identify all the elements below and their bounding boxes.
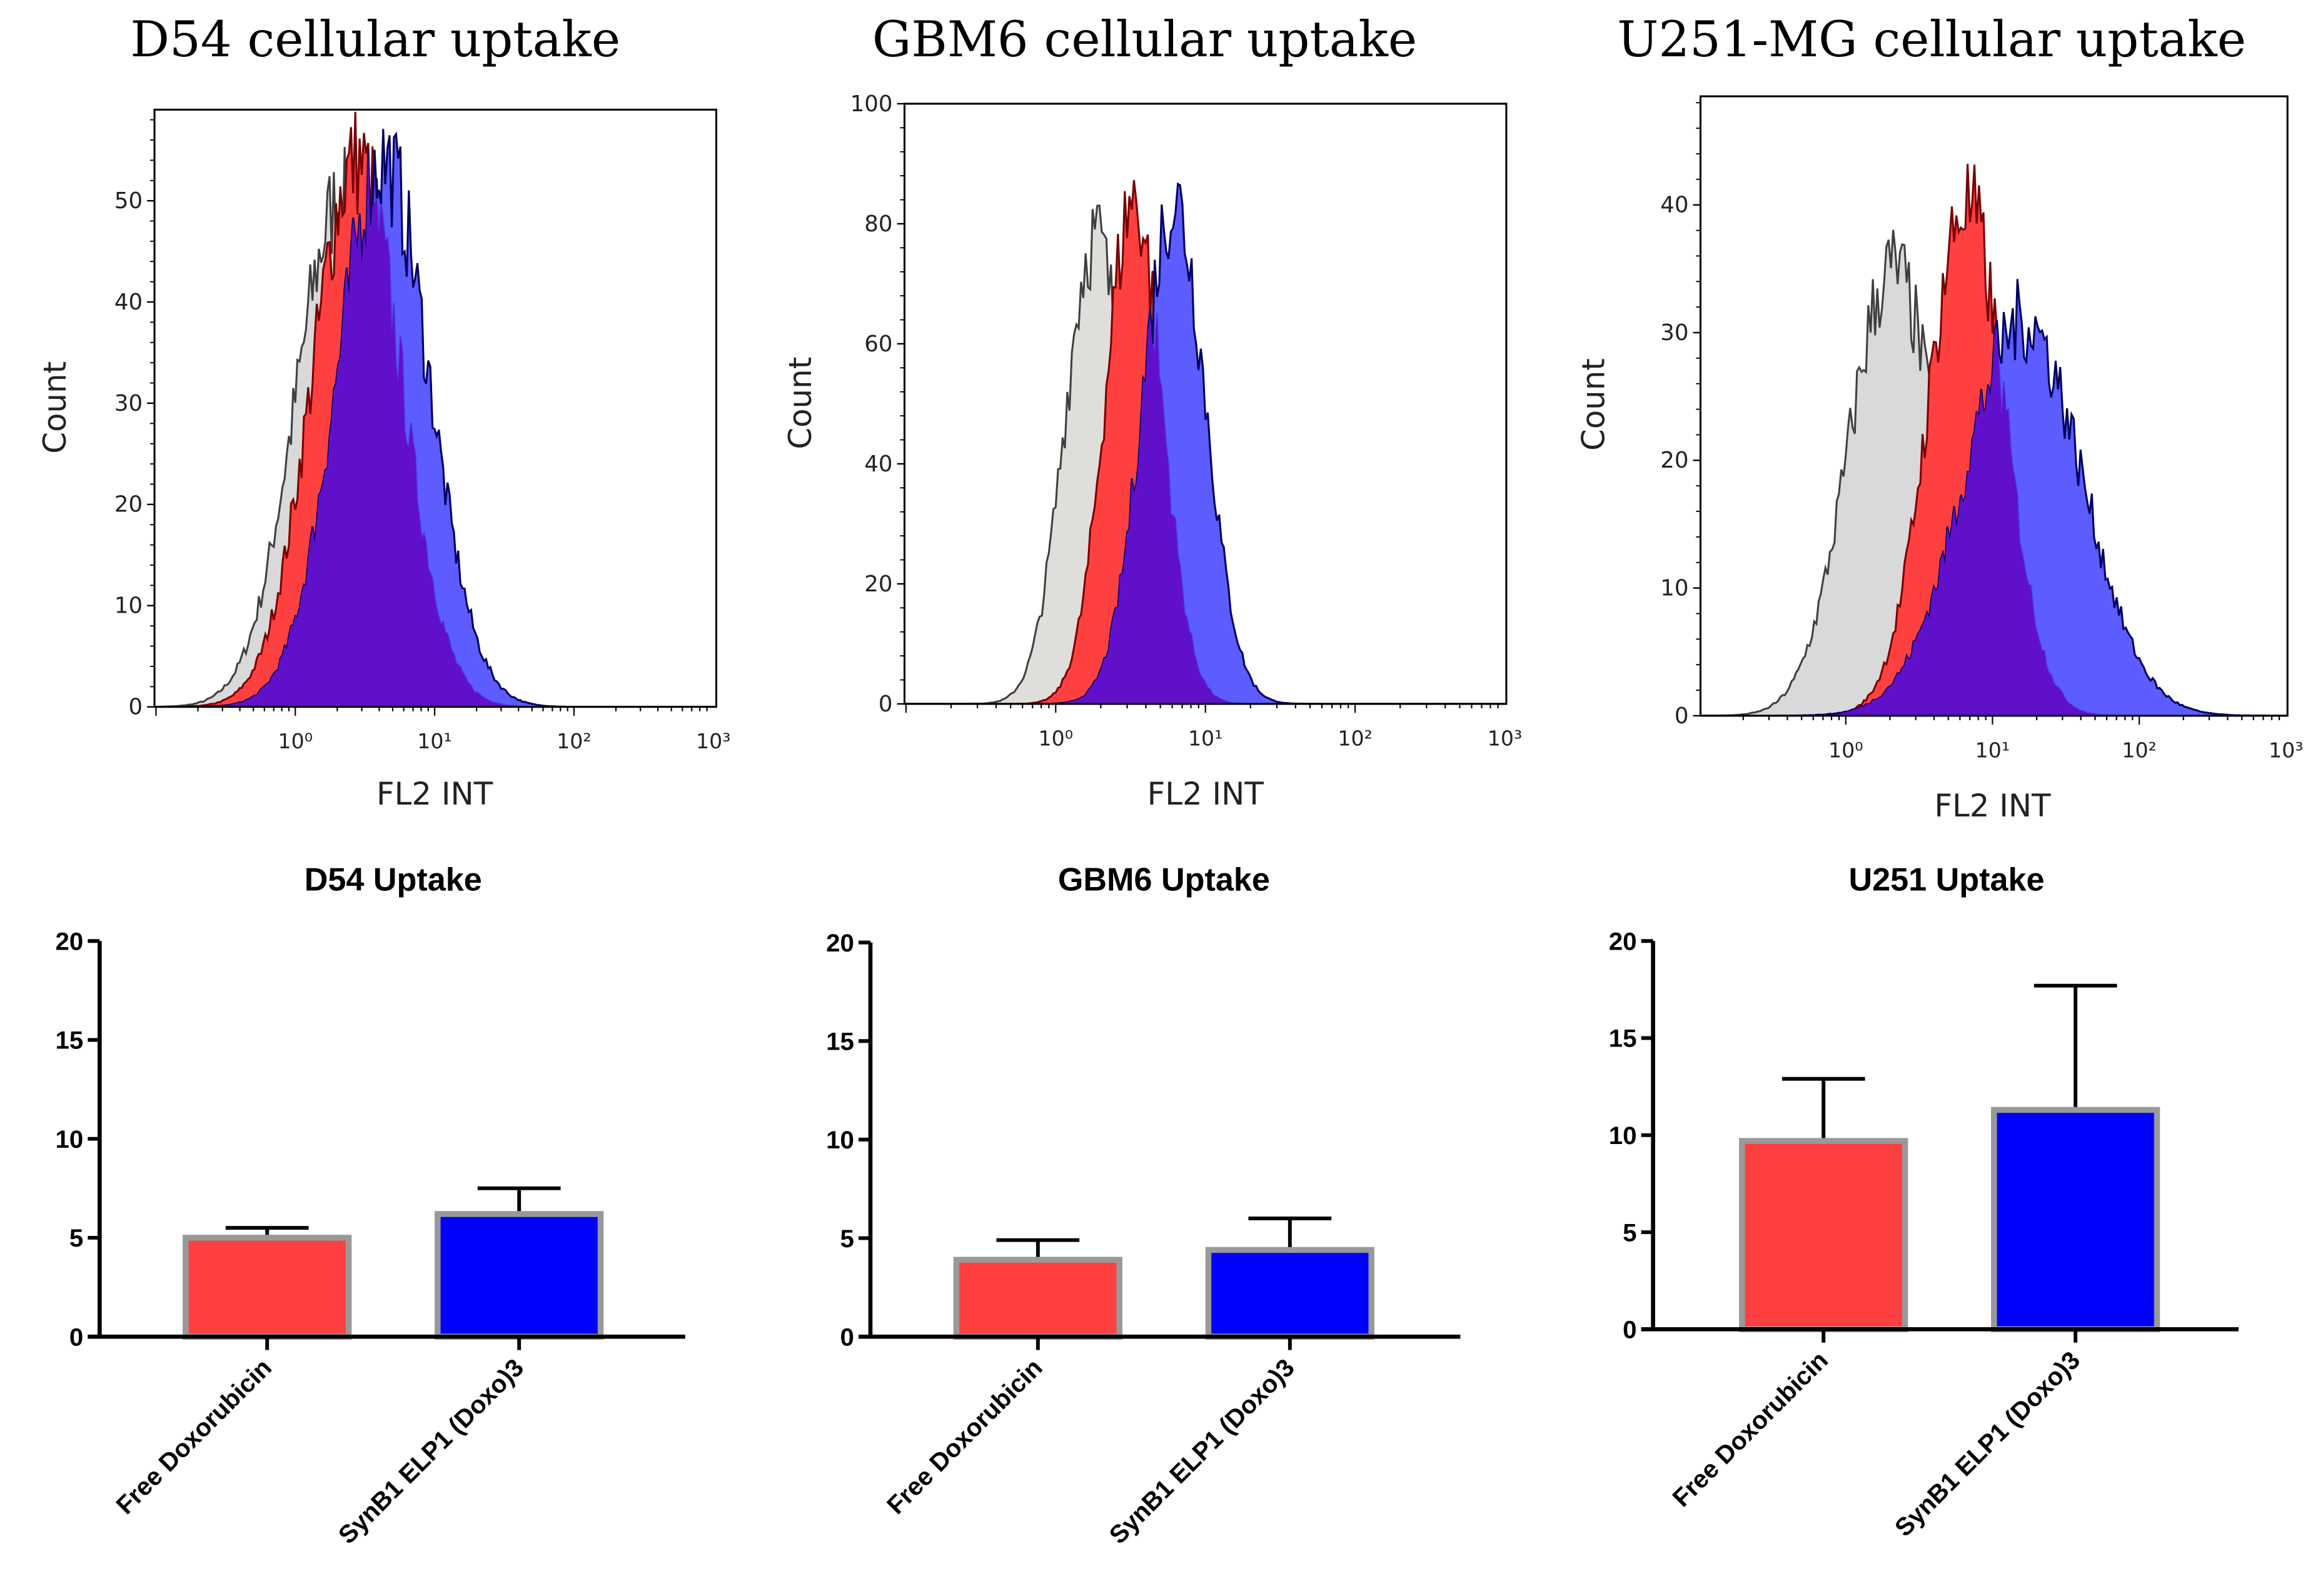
histogram-plot: [905, 180, 1505, 704]
x-tick-label: 10⁰: [1039, 726, 1074, 750]
histogram-edge-synb1-elp1-doxo-3: [905, 182, 1505, 704]
histogram-fill-synb1-elp1-doxo-3: [1778, 279, 2268, 716]
x-tick-label: 10²: [2122, 738, 2157, 762]
y-tick-label: 20: [864, 571, 892, 597]
x-tick-label: 10⁰: [278, 729, 313, 753]
x-axis-label: FL2 INT: [1147, 776, 1264, 812]
histogram-chart-1: D54 cellular uptake 0 10 20 30 40 50 10⁰ 10¹ 10² 1…: [37, 11, 731, 812]
y-tick-label: 80: [864, 211, 892, 237]
chart-title: GBM6 cellular uptake: [872, 11, 1417, 68]
x-category-label: Free Doxorubicin: [111, 1353, 277, 1520]
x-tick-label: 10²: [557, 729, 592, 753]
bar-chart-2: GBM6 Uptake Free Doxorubicin SynB1 ELP1 (D…: [826, 862, 1461, 1550]
bar: [183, 1235, 352, 1340]
plot-frame: [153, 108, 718, 708]
histogram-chart-3: U251-MG cellular uptake 0 10 20 30 40 10⁰ 10¹ 10…: [1575, 11, 2303, 824]
bar: [1991, 1107, 2160, 1333]
bar: [435, 1211, 604, 1340]
x-tick-label: 10⁰: [1828, 738, 1863, 762]
y-tick-label: 15: [826, 1027, 854, 1055]
y-tick-label: 20: [55, 927, 83, 955]
histogram-fill-control: [905, 205, 1505, 704]
y-tick-label: 30: [114, 391, 143, 416]
histogram-chart-2: GBM6 cellular uptake 0 20 40 60 80 100 10⁰ 10¹ 10…: [782, 11, 1522, 812]
x-tick-label: 10¹: [1975, 738, 2010, 762]
y-tick-label: 0: [1623, 1316, 1636, 1344]
histogram-overlap-fill: [1805, 328, 2129, 716]
y-tick-label: 40: [864, 451, 892, 477]
y-axis-label: Count: [1575, 358, 1611, 451]
y-tick-label: 10: [1660, 575, 1688, 601]
x-category-label: SynB1 ELP1 (Doxo)3: [333, 1353, 529, 1550]
x-axis-label: FL2 INT: [1934, 788, 2051, 824]
y-tick-label: 5: [840, 1225, 854, 1253]
histogram-fill-control: [1708, 229, 2079, 716]
y-tick-label: 40: [1660, 193, 1688, 218]
y-tick-label: 5: [69, 1224, 83, 1252]
y-tick-label: 10: [55, 1125, 83, 1153]
y-tick-label: 0: [840, 1323, 854, 1351]
x-category-label: SynB1 ELP1 (Doxo)3: [1104, 1353, 1300, 1550]
y-tick-label: 20: [1609, 927, 1637, 955]
y-tick-label: 5: [1623, 1218, 1636, 1247]
y-tick-label: 0: [128, 695, 143, 720]
bar-chart-1: D54 Uptake Free Doxorubicin SynB1 ELP1 (Do…: [55, 862, 685, 1550]
y-tick-label: 0: [1675, 703, 1689, 729]
x-tick-label: 10¹: [1188, 726, 1223, 750]
chart-title: U251 Uptake: [1848, 862, 2044, 898]
x-category-label: SynB1 ELP1 (Doxo)3: [1889, 1346, 2085, 1542]
y-tick-label: 10: [826, 1126, 854, 1154]
y-tick-label: 10: [1609, 1122, 1637, 1150]
y-tick-label: 60: [864, 331, 892, 357]
histogram-edge-free-doxorubicin: [1700, 164, 2286, 716]
y-tick-label: 30: [1660, 320, 1688, 346]
histogram-edge-synb1-elp1-doxo-3: [156, 129, 713, 707]
histogram-fill-free-doxorubicin: [1805, 164, 2129, 716]
histogram-fill-free-doxorubicin: [156, 111, 713, 707]
y-tick-label: 20: [826, 929, 854, 957]
y-tick-label: 100: [850, 91, 893, 117]
bar: [1205, 1247, 1374, 1340]
y-tick-label: 15: [1609, 1025, 1637, 1053]
y-tick-label: 0: [69, 1323, 83, 1351]
x-category-label: Free Doxorubicin: [1667, 1346, 1833, 1512]
y-tick-label: 50: [114, 188, 143, 214]
bar: [1739, 1138, 1908, 1333]
y-tick-label: 20: [1660, 448, 1688, 473]
x-axis-label: FL2 INT: [376, 776, 493, 812]
x-tick-label: 10³: [2269, 738, 2304, 762]
y-axis-label: Count: [37, 361, 73, 454]
y-tick-label: 15: [55, 1026, 83, 1055]
histogram-fill-synb1-elp1-doxo-3: [905, 184, 1505, 704]
chart-title: U251-MG cellular uptake: [1617, 11, 2246, 68]
bar-chart-3: U251 Uptake Free Doxorubicin SynB1 ELP1 (D…: [1609, 862, 2239, 1542]
histogram-plot: [156, 111, 713, 707]
chart-title: GBM6 Uptake: [1058, 862, 1270, 898]
plot-frame: [1699, 95, 2289, 717]
chart-title: D54 cellular uptake: [130, 11, 620, 68]
histogram-plot: [1700, 164, 2286, 716]
x-tick-label: 10²: [1338, 726, 1373, 750]
histogram-fill-synb1-elp1-doxo-3: [156, 129, 713, 707]
y-tick-label: 20: [114, 492, 143, 518]
y-tick-label: 0: [879, 691, 893, 717]
y-axis-label: Count: [782, 357, 819, 449]
x-category-label: Free Doxorubicin: [882, 1353, 1048, 1520]
y-tick-label: 10: [114, 593, 143, 619]
x-tick-label: 10³: [696, 729, 731, 753]
bar: [953, 1257, 1122, 1340]
x-tick-label: 10³: [1488, 726, 1523, 750]
chart-title: D54 Uptake: [305, 862, 482, 898]
y-tick-label: 40: [114, 289, 143, 315]
x-tick-label: 10¹: [417, 729, 452, 753]
